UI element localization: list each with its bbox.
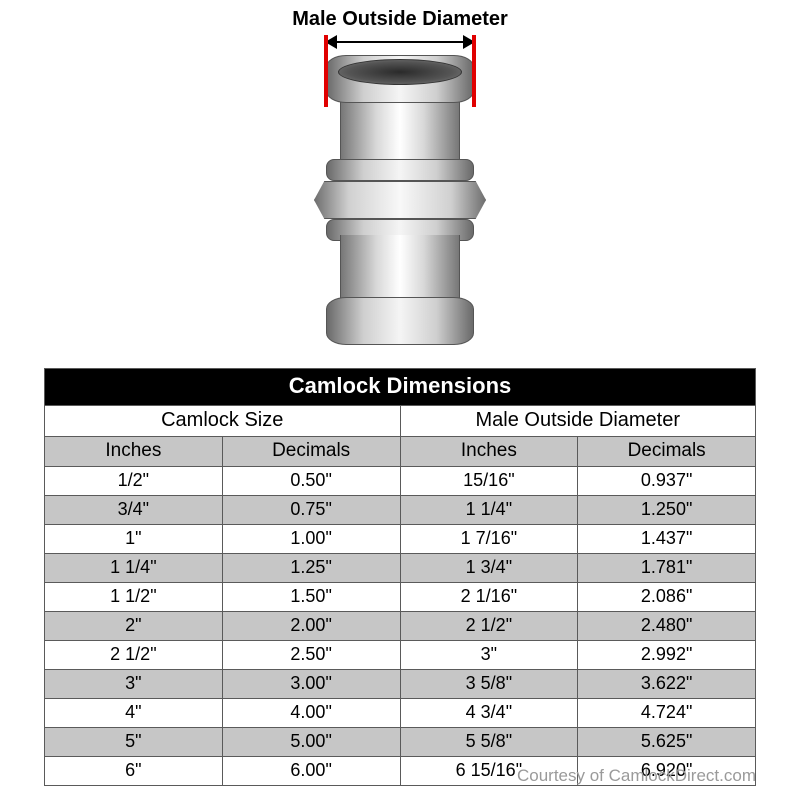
table-row: 2 1/2"2.50"3"2.992" <box>45 641 756 670</box>
table-cell: 3" <box>45 670 223 699</box>
table-cell: 6.00" <box>222 757 400 786</box>
table-row: 1 1/4"1.25"1 3/4"1.781" <box>45 554 756 583</box>
table-cell: 1 1/2" <box>45 583 223 612</box>
table-cell: 1.250" <box>578 496 756 525</box>
col-group-size: Camlock Size <box>45 406 401 437</box>
table-cell: 4 3/4" <box>400 699 578 728</box>
table-cell: 2 1/16" <box>400 583 578 612</box>
table-cell: 4" <box>45 699 223 728</box>
table-cell: 3.622" <box>578 670 756 699</box>
table-subheader: Inches <box>400 437 578 467</box>
table-cell: 2.086" <box>578 583 756 612</box>
table-subheader: Inches <box>45 437 223 467</box>
table-cell: 3 5/8" <box>400 670 578 699</box>
table-row: 1 1/2"1.50"2 1/16"2.086" <box>45 583 756 612</box>
table-cell: 1.25" <box>222 554 400 583</box>
table-cell: 1 1/4" <box>400 496 578 525</box>
dimensions-table: Camlock Dimensions Camlock Size Male Out… <box>44 368 756 786</box>
dimension-marker-right <box>472 35 476 107</box>
table-cell: 5" <box>45 728 223 757</box>
table-cell: 3" <box>400 641 578 670</box>
table-cell: 1" <box>45 525 223 554</box>
table-cell: 3/4" <box>45 496 223 525</box>
table-cell: 2.992" <box>578 641 756 670</box>
table-cell: 1.00" <box>222 525 400 554</box>
col-group-diameter: Male Outside Diameter <box>400 406 756 437</box>
table-cell: 2 1/2" <box>45 641 223 670</box>
table-cell: 2" <box>45 612 223 641</box>
credit-text: Courtesy of CamlockDirect.com <box>517 766 756 786</box>
camlock-fitting-illustration <box>320 55 480 345</box>
table-cell: 0.50" <box>222 467 400 496</box>
table-cell: 1 1/4" <box>45 554 223 583</box>
dimension-arrow <box>325 33 475 51</box>
table-row: 3"3.00"3 5/8"3.622" <box>45 670 756 699</box>
diagram-area: Male Outside Diameter <box>0 0 800 360</box>
table-cell: 1 3/4" <box>400 554 578 583</box>
table-title: Camlock Dimensions <box>45 369 756 406</box>
table-subheader: Decimals <box>578 437 756 467</box>
table-row: 3/4"0.75"1 1/4"1.250" <box>45 496 756 525</box>
table-cell: 15/16" <box>400 467 578 496</box>
table-cell: 4.00" <box>222 699 400 728</box>
table-row: 4"4.00"4 3/4"4.724" <box>45 699 756 728</box>
table-cell: 5.00" <box>222 728 400 757</box>
dimension-marker-left <box>324 35 328 107</box>
table-row: 1"1.00"1 7/16"1.437" <box>45 525 756 554</box>
table-cell: 1.437" <box>578 525 756 554</box>
table-row: 5"5.00"5 5/8"5.625" <box>45 728 756 757</box>
table-cell: 2.50" <box>222 641 400 670</box>
table-cell: 4.724" <box>578 699 756 728</box>
dimensions-table-container: Camlock Dimensions Camlock Size Male Out… <box>44 368 756 786</box>
table-cell: 3.00" <box>222 670 400 699</box>
table-body: 1/2"0.50"15/16"0.937"3/4"0.75"1 1/4"1.25… <box>45 467 756 786</box>
table-cell: 2.480" <box>578 612 756 641</box>
table-cell: 5 5/8" <box>400 728 578 757</box>
table-cell: 2 1/2" <box>400 612 578 641</box>
table-cell: 2.00" <box>222 612 400 641</box>
table-cell: 1/2" <box>45 467 223 496</box>
table-row: 1/2"0.50"15/16"0.937" <box>45 467 756 496</box>
table-cell: 5.625" <box>578 728 756 757</box>
table-cell: 0.75" <box>222 496 400 525</box>
table-cell: 6" <box>45 757 223 786</box>
table-subheader: Decimals <box>222 437 400 467</box>
table-cell: 1.50" <box>222 583 400 612</box>
table-cell: 1.781" <box>578 554 756 583</box>
table-cell: 1 7/16" <box>400 525 578 554</box>
diagram-label: Male Outside Diameter <box>292 8 508 31</box>
table-cell: 0.937" <box>578 467 756 496</box>
table-row: 2"2.00"2 1/2"2.480" <box>45 612 756 641</box>
